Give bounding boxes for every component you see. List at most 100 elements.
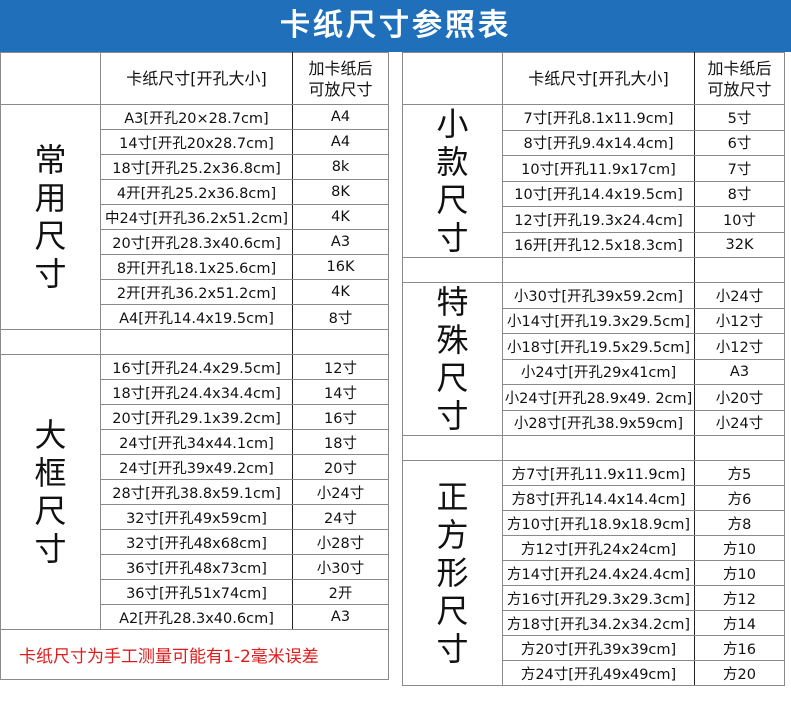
card-size-cell: 10寸[开孔14.4x19.5cm]: [502, 180, 695, 207]
table-row: 小24寸[开孔29x41cm] A3: [403, 358, 785, 385]
fit-size-cell: 8寸: [292, 304, 389, 330]
group-label-char: 框: [34, 454, 67, 492]
table-row: 10寸[开孔14.4x19.5cm] 8寸: [403, 180, 785, 207]
card-size-cell: 24寸[开孔34x44.1cm]: [100, 429, 293, 455]
table-row: 32寸[开孔49x59cm] 24寸: [1, 504, 389, 530]
fit-size-cell: A3: [694, 358, 785, 385]
card-size-cell: A4[开孔14.4x19.5cm]: [100, 304, 293, 330]
note-row: 卡纸尺寸为手工测量可能有1-2毫米误差: [0, 629, 389, 680]
card-size-cell: 20寸[开孔28.3x40.6cm]: [100, 229, 293, 255]
card-size-cell: 28寸[开孔38.8x59.1cm]: [100, 479, 293, 505]
group-label: 小款尺寸: [402, 104, 503, 258]
group-label-char: 殊: [436, 321, 469, 359]
group-label-char: 寸: [34, 255, 67, 293]
table-row: 24寸[开孔34x44.1cm] 18寸: [1, 429, 389, 455]
group-label-char: 用: [34, 179, 67, 217]
fit-size-cell: 7寸: [694, 155, 785, 182]
fit-size-cell: 4K: [292, 204, 389, 230]
card-size-cell: 方12寸[开孔24x24cm]: [502, 535, 695, 561]
group-label-char: 小: [436, 105, 469, 144]
fit-size-cell: A3: [292, 229, 389, 255]
fit-size-cell: 方16: [694, 635, 785, 661]
fit-size-cell: 4K: [292, 279, 389, 305]
table-row: 36寸[开孔48x73cm] 小30寸: [1, 554, 389, 580]
group-label-char: 尺: [436, 592, 469, 630]
card-size-cell: 2开[开孔36.2x51.2cm]: [100, 279, 293, 305]
table-row: 16开[开孔12.5x18.3cm] 32K: [403, 231, 785, 258]
fit-size-cell: 8k: [292, 154, 389, 180]
card-size-cell: 20寸[开孔29.1x39.2cm]: [100, 404, 293, 430]
card-size-cell: 方24寸[开孔49x49cm]: [502, 660, 695, 686]
card-size-cell: 方16寸[开孔29.3x29.3cm]: [502, 585, 695, 611]
fit-size-cell: 8K: [292, 179, 389, 205]
table-row: 18寸[开孔24.4x34.4cm] 14寸: [1, 379, 389, 405]
card-size-cell: 方10寸[开孔18.9x18.9cm]: [502, 510, 695, 536]
group-label-char: 寸: [436, 219, 469, 257]
card-size-cell: 方7寸[开孔11.9x11.9cm]: [502, 460, 695, 486]
card-size-cell: 36寸[开孔48x73cm]: [100, 554, 293, 580]
card-size-cell: 32寸[开孔48x68cm]: [100, 529, 293, 555]
header-row: 卡纸尺寸[开孔大小] 加卡纸后 可放尺寸: [402, 52, 785, 105]
header-fit-line2: 可放尺寸: [707, 79, 772, 99]
table-row: 2开[开孔36.2x51.2cm] 4K: [1, 279, 389, 305]
disclaimer-note: 卡纸尺寸为手工测量可能有1-2毫米误差: [0, 629, 389, 680]
card-size-cell: 方8寸[开孔14.4x14.4cm]: [502, 485, 695, 511]
table-row: 20寸[开孔28.3x40.6cm] A3: [1, 229, 389, 255]
card-size-cell: 24寸[开孔39x49.2cm]: [100, 454, 293, 480]
header-blank: [402, 52, 503, 105]
header-blank: [0, 52, 101, 105]
card-size-cell: A2[开孔28.3x40.6cm]: [100, 604, 293, 630]
fit-size-cell: 小28寸: [292, 529, 389, 555]
blank-cell: [694, 435, 785, 461]
table-row: 常用尺寸 A3[开孔20×28.7cm] A4: [0, 104, 389, 330]
card-size-cell: 4开[开孔25.2x36.8cm]: [100, 179, 293, 205]
group-label-char: 寸: [34, 530, 67, 568]
card-size-cell: 方18寸[开孔34.2x34.2cm]: [502, 610, 695, 636]
table-row: 4开[开孔25.2x36.8cm] 8K: [1, 179, 389, 205]
card-size-cell: 32寸[开孔49x59cm]: [100, 504, 293, 530]
fit-size-cell: 20寸: [292, 454, 389, 480]
fit-size-cell: 6寸: [694, 129, 785, 156]
group-label-char: 方: [436, 516, 469, 554]
fit-size-cell: 5寸: [694, 104, 785, 131]
fit-size-cell: 方8: [694, 510, 785, 536]
card-size-cell: 7寸[开孔8.1x11.9cm]: [502, 104, 695, 131]
fit-size-cell: A4: [292, 129, 389, 155]
card-size-cell: 12寸[开孔19.3x24.4cm]: [502, 206, 695, 233]
header-fit-line1: 加卡纸后: [308, 58, 373, 78]
table-row: 28寸[开孔38.8x59.1cm] 小24寸: [1, 479, 389, 505]
fit-size-cell: 24寸: [292, 504, 389, 530]
group-label-char: 正: [436, 478, 469, 516]
group-label-char: 常: [34, 141, 67, 179]
group-label-char: 尺: [436, 359, 469, 397]
card-size-cell: 16开[开孔12.5x18.3cm]: [502, 231, 695, 258]
fit-size-cell: 18寸: [292, 429, 389, 455]
blank-cell: [292, 329, 389, 355]
group-label-char: 尺: [436, 181, 469, 219]
header-fit-size: 加卡纸后 可放尺寸: [292, 52, 389, 105]
size-table-left: 卡纸尺寸[开孔大小] 加卡纸后 可放尺寸常用尺寸 A3[开孔20×28.7cm] A4 1…: [0, 52, 389, 680]
card-size-cell: 小30寸[开孔39x59.2cm]: [502, 282, 695, 309]
card-size-cell: 小18寸[开孔19.5x29.5cm]: [502, 333, 695, 360]
blank-cell: [502, 257, 695, 283]
blank-cell: [502, 435, 695, 461]
card-size-cell: 小24寸[开孔28.9x49. 2cm]: [502, 384, 695, 411]
fit-size-cell: 10寸: [694, 206, 785, 233]
table-row: 中24寸[开孔36.2x51.2cm] 4K: [1, 204, 389, 230]
table-row: 大框尺寸 16寸[开孔24.4x29.5cm] 12寸: [0, 354, 389, 630]
card-size-cell: 中24寸[开孔36.2x51.2cm]: [100, 204, 293, 230]
header-fit-line1: 加卡纸后: [707, 58, 772, 78]
fit-size-cell: A3: [292, 604, 389, 630]
table-row: 正方形尺寸方7寸[开孔11.9x11.9cm] 方5: [402, 460, 785, 686]
card-size-cell: 36寸[开孔51x74cm]: [100, 579, 293, 605]
blank-cell: [694, 257, 785, 283]
group-label-char: 尺: [34, 492, 67, 530]
group-label: 特殊尺寸: [402, 282, 503, 436]
card-size-cell: 18寸[开孔24.4x34.4cm]: [100, 379, 293, 405]
card-size-cell: 14寸[开孔20x28.7cm]: [100, 129, 293, 155]
fit-size-cell: 方5: [694, 460, 785, 486]
table-row: 20寸[开孔29.1x39.2cm] 16寸: [1, 404, 389, 430]
blank-row: [402, 435, 785, 461]
group-label-char: 寸: [436, 397, 469, 435]
blank-cell: [402, 257, 503, 283]
